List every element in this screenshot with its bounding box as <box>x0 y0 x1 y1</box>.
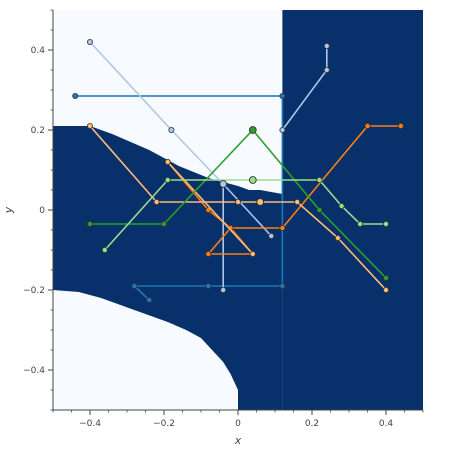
data-point <box>72 93 79 100</box>
y-tick-label: −0.2 <box>23 286 45 296</box>
data-point <box>279 282 286 289</box>
data-point <box>338 202 345 209</box>
y-tick-label: 0.2 <box>31 126 45 136</box>
series-4 <box>279 43 330 134</box>
highlight-point <box>248 126 257 134</box>
series-layer <box>72 39 404 303</box>
x-tick-label: 0.2 <box>305 419 319 429</box>
x-tick-label: −0.4 <box>79 419 101 429</box>
data-point <box>279 224 286 231</box>
x-ticks: −0.4 −0.2 0 0.2 0.4 <box>52 410 424 429</box>
data-point <box>316 206 323 213</box>
data-point <box>153 198 160 205</box>
background-dark-region-left <box>53 126 283 410</box>
data-point <box>382 286 389 293</box>
data-point <box>249 250 256 257</box>
x-axis-label: x <box>234 434 242 447</box>
data-point <box>234 198 241 205</box>
data-point <box>164 158 171 165</box>
series-9 <box>164 158 256 257</box>
data-point <box>279 127 286 134</box>
series-2 <box>131 282 286 289</box>
series-line <box>133 285 150 301</box>
data-point <box>323 67 330 74</box>
highlight-point <box>248 176 257 184</box>
series-line <box>89 41 272 237</box>
data-point <box>323 43 330 50</box>
data-point <box>87 123 94 130</box>
data-point <box>364 123 371 130</box>
highlight-point <box>219 180 228 188</box>
data-point <box>294 198 301 205</box>
data-point <box>87 220 94 227</box>
data-point <box>397 123 404 130</box>
y-tick-label: 0 <box>39 206 45 216</box>
plot-area <box>53 10 423 410</box>
data-point <box>160 220 167 227</box>
data-point <box>205 250 212 257</box>
y-tick-label: 0.4 <box>31 46 46 56</box>
x-tick-label: −0.2 <box>153 419 175 429</box>
data-point <box>146 296 153 303</box>
data-point <box>101 246 108 253</box>
axes: −0.4 −0.2 0 0.2 0.4 −0.4 −0.2 0 0.2 0.4 x y <box>2 9 424 447</box>
data-point <box>279 93 286 100</box>
series-line <box>167 161 254 255</box>
data-point <box>168 127 175 134</box>
background-dark-region-right <box>282 10 423 410</box>
y-ticks: −0.4 −0.2 0 0.2 0.4 <box>23 9 53 411</box>
data-point <box>205 282 212 289</box>
data-point <box>205 206 212 213</box>
data-point <box>131 282 138 289</box>
x-tick-label: 0.4 <box>379 419 394 429</box>
data-point <box>334 234 341 241</box>
data-point <box>220 286 227 293</box>
data-point <box>382 274 389 281</box>
y-axis-label: y <box>2 206 15 214</box>
data-point <box>316 176 323 183</box>
x-tick-label: 0 <box>235 419 241 429</box>
data-point <box>87 39 94 46</box>
data-point <box>164 176 171 183</box>
highlight-point <box>256 198 265 206</box>
y-tick-label: −0.4 <box>23 366 45 376</box>
data-point <box>382 220 389 227</box>
data-point <box>357 220 364 227</box>
data-point <box>268 232 275 239</box>
